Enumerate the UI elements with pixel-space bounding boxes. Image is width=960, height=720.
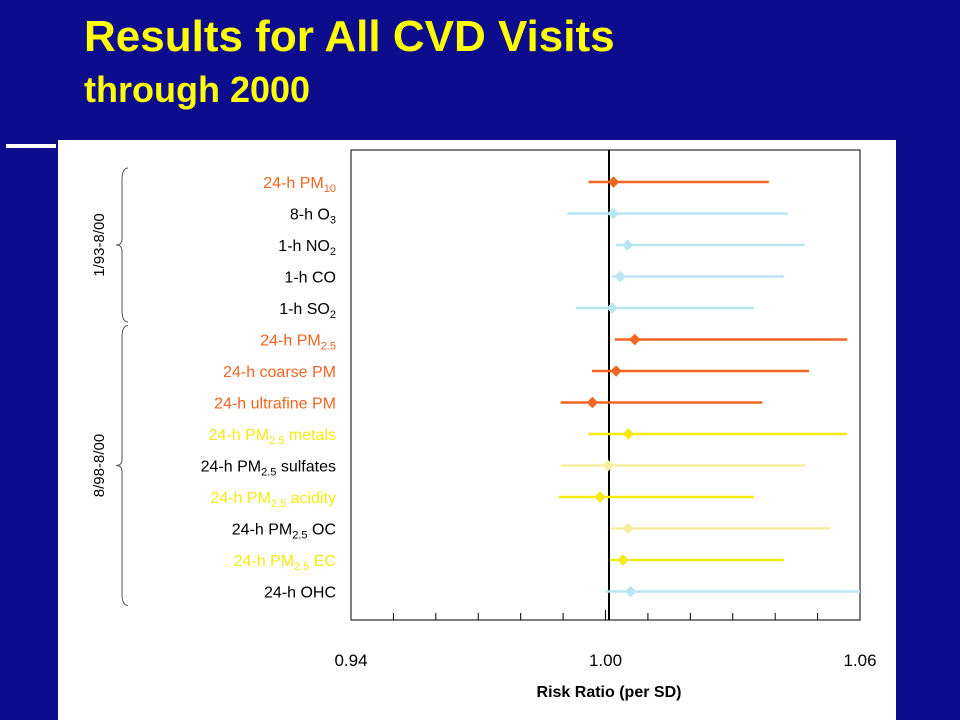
- point-estimate: [586, 396, 599, 409]
- row-label-suffix: sulfates: [276, 459, 336, 476]
- row-label: 24-h OHC: [264, 585, 336, 602]
- row-label-text: 1-h SO: [279, 301, 330, 318]
- row-label-subscript: 2.5: [269, 435, 284, 447]
- row-label-subscript: 3: [330, 215, 336, 227]
- group-brace: [115, 167, 129, 323]
- plot-area: [350, 149, 861, 621]
- row-label: 24-h PM10: [263, 175, 336, 195]
- title-divider: [6, 144, 56, 148]
- group-label: 8/98-8/00: [91, 434, 108, 497]
- row-label: 1-h NO2: [278, 238, 336, 258]
- row-label: 24-h ultrafine PM: [214, 396, 336, 413]
- row-label-text: 1-h CO: [284, 270, 336, 287]
- row-label-text: 24-h PM: [263, 175, 323, 192]
- row-label: 24-h PM2.5: [260, 333, 336, 353]
- point-estimate: [622, 522, 634, 535]
- row-label-subscript: 2.5: [321, 341, 336, 353]
- group-label: 1/93-8/00: [91, 213, 108, 276]
- slide-subtitle: through 2000: [84, 69, 311, 110]
- row-label: 24-h PM2.5 sulfates: [201, 459, 336, 479]
- group-brace: [115, 325, 129, 606]
- row-label-text: 24-h PM: [234, 553, 294, 570]
- point-estimate: [614, 270, 627, 283]
- row-label-text: 24-h PM: [209, 427, 269, 444]
- point-estimate: [624, 585, 637, 598]
- row-label: 24-h PM2.5 acidity: [210, 490, 336, 510]
- chart-panel: Risk Ratio (per SD) 0.94 1.00 1.06 24-h PM1…: [58, 140, 896, 720]
- row-label-text: 24-h coarse PM: [223, 364, 336, 381]
- row-label: 24-h PM2.5 OC: [232, 522, 336, 542]
- row-label-text: 24-h PM: [201, 459, 261, 476]
- row-label-subscript: 2: [330, 246, 336, 258]
- row-label-suffix: acidity: [286, 490, 336, 507]
- point-estimate: [622, 428, 635, 440]
- x-tick-label: 1.00: [589, 651, 622, 670]
- point-estimate: [607, 176, 620, 188]
- row-label-suffix: OC: [308, 522, 336, 539]
- point-estimate: [606, 302, 618, 314]
- point-estimate: [621, 239, 634, 251]
- row-label-text: 24-h OHC: [264, 585, 336, 602]
- row-label-text: 24-h PM: [210, 490, 270, 507]
- point-estimate: [602, 459, 614, 472]
- x-tick-label: 1.06: [843, 651, 876, 670]
- row-label: 24-h PM2.5 EC: [234, 553, 336, 573]
- point-estimate: [629, 333, 641, 346]
- row-label-text: 1-h NO: [278, 238, 330, 255]
- row-label-suffix: metals: [284, 427, 336, 444]
- row-label-text: 24-h PM: [232, 522, 292, 539]
- row-label: 24-h PM2.5 metals: [209, 427, 336, 447]
- row-label-subscript: 2.5: [292, 530, 307, 542]
- row-label-subscript: 2.5: [271, 498, 286, 510]
- row-label-text: 24-h PM: [260, 333, 320, 350]
- slide-title: Results for All CVD Visits: [84, 12, 615, 61]
- row-label-suffix: EC: [309, 553, 336, 570]
- row-label-subscript: 2: [330, 309, 336, 321]
- x-tick-label: 0.94: [334, 651, 367, 670]
- row-label: 24-h coarse PM: [223, 364, 336, 381]
- point-estimate: [607, 207, 619, 220]
- row-label: 1-h SO2: [279, 301, 336, 321]
- point-estimate: [610, 365, 622, 377]
- x-axis-label: Risk Ratio (per SD): [537, 684, 682, 701]
- row-label: 8-h O3: [290, 207, 336, 227]
- row-label-subscript: 10: [324, 183, 336, 195]
- row-label-subscript: 2.5: [294, 561, 309, 573]
- row-label-subscript: 2.5: [261, 467, 276, 479]
- row-label-text: 24-h ultrafine PM: [214, 396, 336, 413]
- row-label: 1-h CO: [284, 270, 336, 287]
- row-label-text: 8-h O: [290, 207, 330, 224]
- point-estimate: [594, 491, 606, 503]
- point-estimate: [617, 554, 629, 566]
